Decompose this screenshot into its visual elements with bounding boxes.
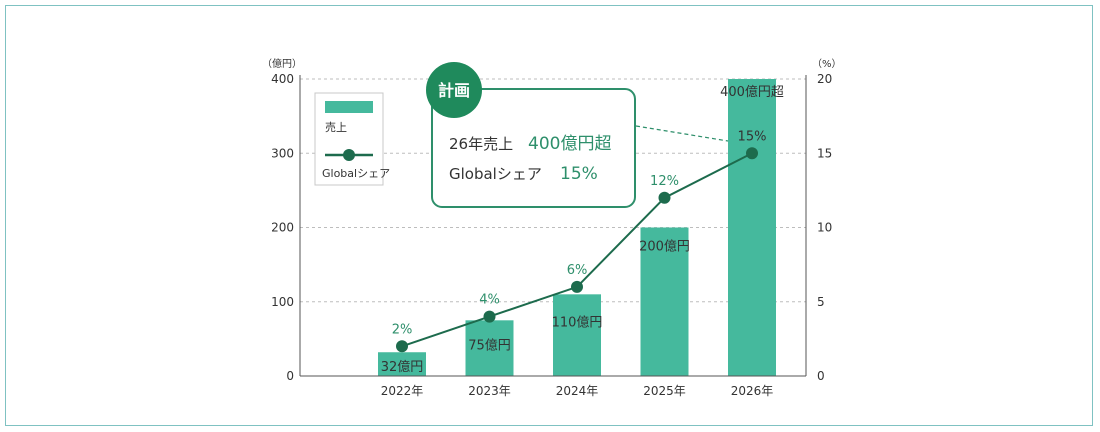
sales-value-label: 32億円 — [381, 359, 424, 375]
share-point — [658, 191, 671, 204]
legend-label-sales: 売上 — [325, 121, 347, 134]
sales-value-label: 75億円 — [468, 337, 511, 353]
sales-value-label: 110億円 — [552, 314, 603, 330]
share-point — [396, 340, 408, 353]
plan-badge-text: 計画 — [438, 81, 470, 100]
callout-share-label: Globalシェア — [449, 165, 542, 183]
legend: 売上 Globalシェア — [314, 92, 390, 186]
x-tick-label: 2026年 — [731, 384, 774, 398]
callout-sales-label: 26年売上 — [449, 135, 513, 153]
sales-bar — [728, 79, 776, 376]
sales-bar — [640, 227, 689, 376]
plan-callout: 計画 26年売上 400億円超 Globalシェア 15% — [426, 62, 729, 208]
y-left-tick-label: 200 — [271, 221, 294, 235]
y-right-tick-label: 10 — [817, 221, 832, 235]
share-point — [483, 310, 496, 323]
plan-badge — [426, 62, 482, 118]
share-line — [396, 147, 758, 353]
callout-share-value: 15% — [560, 164, 598, 184]
data-labels: 32億円 75億円 110億円 200億円 400億円超 2% 4% 6% 12% 15% — [381, 84, 784, 375]
y-right-tick-label: 15 — [817, 146, 832, 160]
sales-bars — [378, 79, 776, 376]
share-point — [746, 147, 758, 160]
share-value-label: 12% — [650, 174, 679, 189]
callout-box — [431, 88, 636, 208]
y-left-tick-label: 400 — [271, 72, 294, 86]
x-tick-label: 2023年 — [468, 384, 511, 398]
sales-bar — [553, 294, 601, 376]
y-right-tick-label: 20 — [817, 72, 832, 86]
x-tick-label: 2024年 — [556, 384, 599, 398]
y-left-tick-label: 0 — [286, 369, 294, 383]
y-left-tick-label: 100 — [271, 295, 294, 309]
x-tick-label: 2025年 — [643, 384, 686, 398]
share-value-label: 4% — [479, 293, 500, 308]
sales-value-label: 200億円 — [639, 239, 690, 255]
chart-frame — [5, 5, 1093, 426]
y-left-tick-label: 300 — [271, 146, 294, 160]
sales-value-label: 400億円超 — [720, 84, 784, 100]
legend-label-share: Globalシェア — [322, 167, 390, 180]
sales-bar — [378, 352, 426, 376]
y-right-unit: （%） — [812, 58, 842, 70]
axes: 0 100 200 300 400 0 5 10 15 20 （億円） （%） 2022年 2023年 20… — [262, 57, 842, 398]
share-value-label: 2% — [392, 322, 413, 337]
legend-dot-swatch — [343, 149, 355, 161]
share-point — [571, 280, 583, 293]
share-value-label: 6% — [567, 263, 588, 278]
callout-leader-line — [635, 125, 729, 142]
callout-sales-value: 400億円超 — [528, 134, 611, 154]
sales-bar — [465, 320, 514, 376]
y-right-tick-label: 0 — [817, 369, 825, 383]
y-right-tick-label: 5 — [817, 295, 825, 309]
x-tick-label: 2022年 — [381, 384, 424, 398]
share-value-label: 15% — [738, 129, 767, 144]
y-left-unit: （億円） — [262, 57, 302, 70]
legend-bar-swatch — [325, 101, 373, 113]
